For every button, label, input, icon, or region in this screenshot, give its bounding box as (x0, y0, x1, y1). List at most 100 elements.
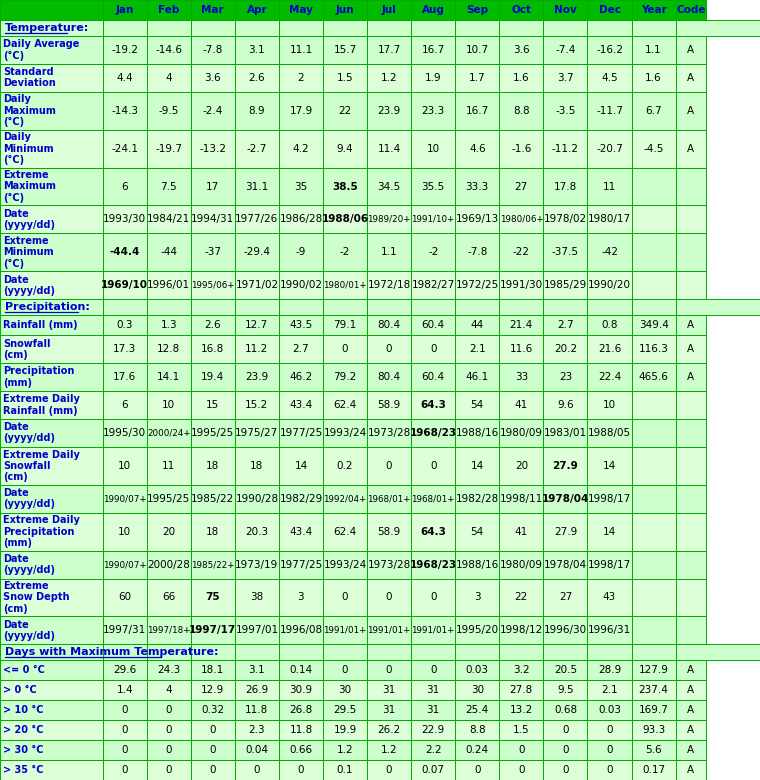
Bar (279, 391, 323, 419)
Bar (543, 700, 587, 720)
Text: 1972/18: 1972/18 (368, 280, 410, 290)
Text: Date
(yyyy/dd): Date (yyyy/dd) (3, 275, 55, 296)
Text: 3: 3 (474, 593, 480, 602)
Bar (499, 233, 543, 271)
Bar (279, 484, 323, 512)
Text: 1990/20: 1990/20 (588, 280, 631, 290)
Bar (191, 760, 235, 780)
Text: 1988/05: 1988/05 (588, 428, 631, 438)
Bar (367, 661, 411, 680)
Bar (191, 335, 235, 363)
Text: <= 0 °C: <= 0 °C (3, 665, 45, 675)
Bar (455, 616, 499, 644)
Text: -7.8: -7.8 (467, 247, 487, 257)
Bar (676, 64, 706, 92)
Bar (191, 0, 235, 20)
Text: -2.4: -2.4 (203, 106, 223, 115)
Bar (367, 512, 411, 551)
Text: 2.1: 2.1 (601, 686, 618, 695)
Bar (543, 0, 587, 20)
Bar (323, 551, 367, 579)
Bar (279, 36, 323, 64)
Bar (103, 205, 147, 233)
Text: Extreme Daily
Snowfall
(cm): Extreme Daily Snowfall (cm) (3, 449, 80, 482)
Text: Snowfall
(cm): Snowfall (cm) (3, 339, 50, 360)
Bar (676, 363, 706, 391)
Text: 1968/01+: 1968/01+ (367, 495, 411, 503)
Bar (411, 205, 455, 233)
Text: 31: 31 (382, 705, 396, 715)
Bar (632, 271, 676, 300)
Text: 3.6: 3.6 (204, 73, 221, 83)
Text: Date
(yyyy/dd): Date (yyyy/dd) (3, 209, 55, 230)
Text: 0: 0 (606, 745, 613, 755)
Text: 0: 0 (430, 344, 436, 354)
Text: 0: 0 (122, 745, 128, 755)
Bar (587, 551, 632, 579)
Text: 1998/17: 1998/17 (588, 494, 631, 504)
Bar (499, 92, 543, 129)
Bar (147, 419, 191, 447)
Text: 1971/02: 1971/02 (236, 280, 278, 290)
Text: 0: 0 (342, 665, 348, 675)
Text: 6.7: 6.7 (645, 106, 662, 115)
Bar (191, 512, 235, 551)
Bar (411, 129, 455, 168)
Bar (367, 315, 411, 335)
Bar (411, 616, 455, 644)
Bar (147, 315, 191, 335)
Bar (367, 363, 411, 391)
Text: 14: 14 (603, 461, 616, 471)
Bar (103, 315, 147, 335)
Text: 58.9: 58.9 (378, 526, 401, 537)
Text: 23.3: 23.3 (422, 106, 445, 115)
Bar (455, 233, 499, 271)
Bar (499, 168, 543, 205)
Text: -9: -9 (296, 247, 306, 257)
Bar (235, 271, 279, 300)
Text: 0: 0 (606, 765, 613, 775)
Text: Standard
Deviation: Standard Deviation (3, 67, 55, 88)
Bar (499, 315, 543, 335)
Bar (411, 579, 455, 616)
Bar (367, 616, 411, 644)
Text: 16.8: 16.8 (201, 344, 224, 354)
Bar (499, 0, 543, 20)
Text: 33: 33 (515, 372, 528, 382)
Bar (632, 205, 676, 233)
Text: Sep: Sep (466, 5, 489, 15)
Bar (0, 644, 760, 661)
Bar (279, 168, 323, 205)
Text: 1997/01: 1997/01 (236, 626, 278, 636)
Text: 0.03: 0.03 (466, 665, 489, 675)
Bar (367, 720, 411, 740)
Text: -19.2: -19.2 (111, 45, 138, 55)
Text: 20: 20 (162, 526, 176, 537)
Text: 1991/30: 1991/30 (500, 280, 543, 290)
Bar (279, 579, 323, 616)
Bar (0, 335, 103, 363)
Bar (676, 680, 706, 700)
Text: 1982/29: 1982/29 (280, 494, 322, 504)
Text: 0: 0 (210, 745, 216, 755)
Bar (587, 271, 632, 300)
Bar (543, 168, 587, 205)
Text: 1978/04: 1978/04 (542, 494, 589, 504)
Text: 41: 41 (515, 526, 528, 537)
Text: 1.9: 1.9 (425, 73, 442, 83)
Text: 0: 0 (386, 344, 392, 354)
Text: 22: 22 (338, 106, 352, 115)
Text: 1985/22+: 1985/22+ (191, 560, 235, 569)
Text: 0.17: 0.17 (642, 765, 665, 775)
Text: 22.4: 22.4 (598, 372, 621, 382)
Text: Oct: Oct (511, 5, 531, 15)
Bar (191, 680, 235, 700)
Bar (0, 64, 103, 92)
Bar (191, 661, 235, 680)
Text: Date
(yyyy/dd): Date (yyyy/dd) (3, 620, 55, 641)
Text: 0: 0 (166, 765, 172, 775)
Text: 2.3: 2.3 (249, 725, 265, 735)
Text: -4.5: -4.5 (644, 144, 663, 154)
Text: 0: 0 (166, 705, 172, 715)
Text: 93.3: 93.3 (642, 725, 665, 735)
